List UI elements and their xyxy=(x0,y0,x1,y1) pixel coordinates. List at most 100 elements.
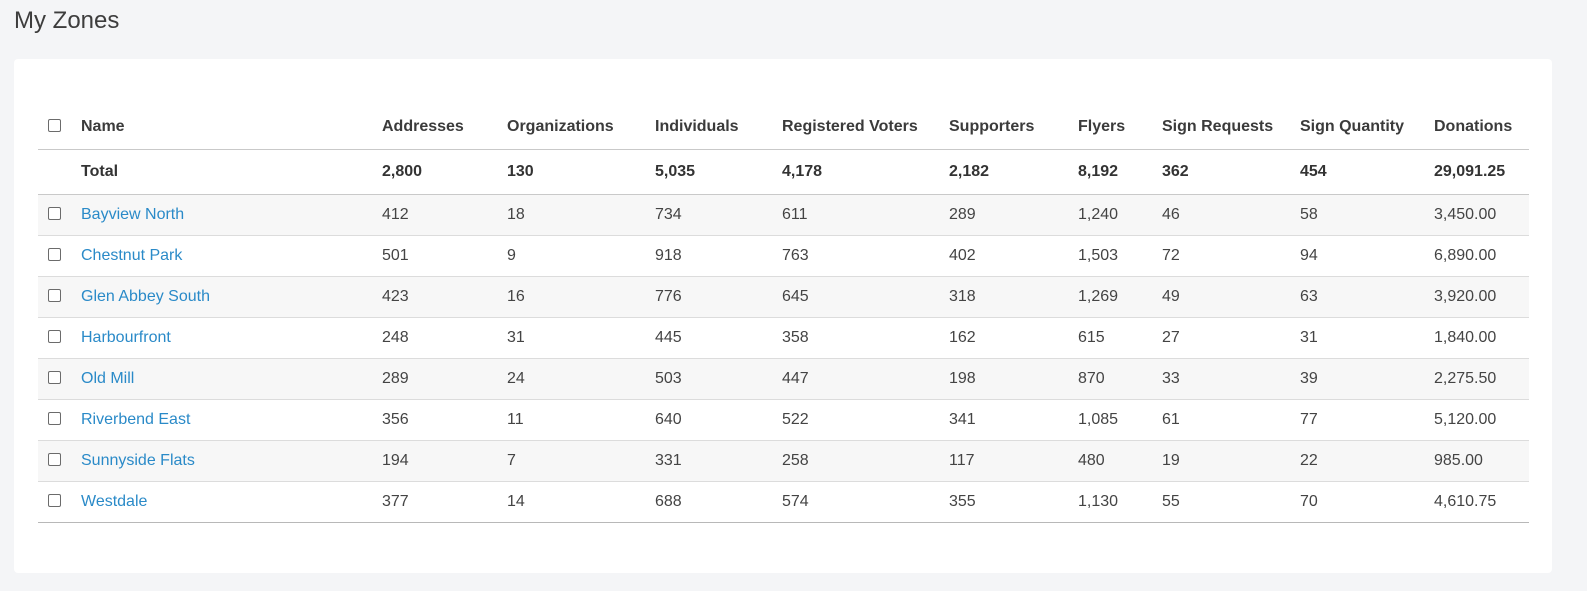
table-header-row: Name Addresses Organizations Individuals… xyxy=(38,105,1529,150)
cell-name: Harbourfront xyxy=(81,317,382,359)
zones-table: Name Addresses Organizations Individuals… xyxy=(38,105,1529,523)
table-row: Glen Abbey South 423 16 776 645 318 1,269 49 63 3… xyxy=(38,276,1529,318)
zone-name-link[interactable]: Harbourfront xyxy=(81,329,171,346)
cell-sign-requests: 33 xyxy=(1162,358,1300,400)
column-header-organizations[interactable]: Organizations xyxy=(507,105,655,150)
cell-sign-requests: 61 xyxy=(1162,399,1300,441)
cell-flyers: 870 xyxy=(1078,358,1162,400)
zone-name-link[interactable]: Riverbend East xyxy=(81,411,191,428)
zone-name-link[interactable]: Chestnut Park xyxy=(81,247,183,264)
row-checkbox[interactable] xyxy=(48,453,61,467)
cell-individuals: 640 xyxy=(655,399,782,441)
row-checkbox-cell xyxy=(38,399,81,441)
zone-name-link[interactable]: Westdale xyxy=(81,493,148,510)
cell-name: Chestnut Park xyxy=(81,235,382,277)
row-checkbox-cell xyxy=(38,235,81,277)
total-donations: 29,091.25 xyxy=(1434,149,1529,195)
total-row-spacer xyxy=(38,149,81,195)
cell-supporters: 198 xyxy=(949,358,1078,400)
cell-supporters: 117 xyxy=(949,440,1078,482)
column-header-name[interactable]: Name xyxy=(81,105,382,150)
cell-individuals: 918 xyxy=(655,235,782,277)
table-row: Riverbend East 356 11 640 522 341 1,085 61 77 5,1… xyxy=(38,399,1529,441)
cell-sign-quantity: 63 xyxy=(1300,276,1434,318)
cell-registered-voters: 574 xyxy=(782,481,949,523)
column-header-sign-requests[interactable]: Sign Requests xyxy=(1162,105,1300,150)
select-all-checkbox[interactable] xyxy=(48,119,61,133)
zone-name-link[interactable]: Old Mill xyxy=(81,370,135,387)
cell-registered-voters: 447 xyxy=(782,358,949,400)
total-flyers: 8,192 xyxy=(1078,149,1162,195)
total-supporters: 2,182 xyxy=(949,149,1078,195)
row-checkbox[interactable] xyxy=(48,412,61,426)
cell-name: Riverbend East xyxy=(81,399,382,441)
cell-donations: 3,450.00 xyxy=(1434,194,1529,236)
cell-organizations: 14 xyxy=(507,481,655,523)
total-sign-requests: 362 xyxy=(1162,149,1300,195)
cell-individuals: 688 xyxy=(655,481,782,523)
row-checkbox[interactable] xyxy=(48,330,61,344)
row-checkbox[interactable] xyxy=(48,289,61,303)
total-registered-voters: 4,178 xyxy=(782,149,949,195)
cell-donations: 3,920.00 xyxy=(1434,276,1529,318)
zone-name-link[interactable]: Bayview North xyxy=(81,206,185,223)
cell-organizations: 11 xyxy=(507,399,655,441)
cell-organizations: 24 xyxy=(507,358,655,400)
column-header-donations[interactable]: Donations xyxy=(1434,105,1529,150)
table-row: Bayview North 412 18 734 611 289 1,240 46 58 3,45… xyxy=(38,194,1529,236)
column-header-sign-quantity[interactable]: Sign Quantity xyxy=(1300,105,1434,150)
cell-registered-voters: 611 xyxy=(782,194,949,236)
cell-donations: 5,120.00 xyxy=(1434,399,1529,441)
cell-supporters: 341 xyxy=(949,399,1078,441)
cell-individuals: 776 xyxy=(655,276,782,318)
cell-organizations: 9 xyxy=(507,235,655,277)
column-header-flyers[interactable]: Flyers xyxy=(1078,105,1162,150)
row-checkbox-cell xyxy=(38,194,81,236)
cell-flyers: 615 xyxy=(1078,317,1162,359)
cell-sign-quantity: 70 xyxy=(1300,481,1434,523)
cell-registered-voters: 645 xyxy=(782,276,949,318)
table-row: Old Mill 289 24 503 447 198 870 33 39 2,275.50 xyxy=(38,358,1529,400)
column-header-addresses[interactable]: Addresses xyxy=(382,105,507,150)
zone-name-link[interactable]: Sunnyside Flats xyxy=(81,452,195,469)
cell-flyers: 1,130 xyxy=(1078,481,1162,523)
cell-registered-voters: 258 xyxy=(782,440,949,482)
total-sign-quantity: 454 xyxy=(1300,149,1434,195)
cell-organizations: 7 xyxy=(507,440,655,482)
column-header-registered-voters[interactable]: Registered Voters xyxy=(782,105,949,150)
cell-sign-requests: 55 xyxy=(1162,481,1300,523)
cell-addresses: 377 xyxy=(382,481,507,523)
row-checkbox-cell xyxy=(38,276,81,318)
cell-individuals: 503 xyxy=(655,358,782,400)
cell-supporters: 355 xyxy=(949,481,1078,523)
column-header-supporters[interactable]: Supporters xyxy=(949,105,1078,150)
total-row: Total 2,800 130 5,035 4,178 2,182 8,192 … xyxy=(38,149,1529,195)
table-row: Harbourfront 248 31 445 358 162 615 27 31 1,840.0… xyxy=(38,317,1529,359)
row-checkbox[interactable] xyxy=(48,371,61,385)
row-checkbox-cell xyxy=(38,481,81,523)
zone-name-link[interactable]: Glen Abbey South xyxy=(81,288,210,305)
column-header-individuals[interactable]: Individuals xyxy=(655,105,782,150)
cell-sign-requests: 46 xyxy=(1162,194,1300,236)
cell-sign-quantity: 39 xyxy=(1300,358,1434,400)
row-checkbox[interactable] xyxy=(48,494,61,508)
table-row: Westdale 377 14 688 574 355 1,130 55 70 4,610.75 xyxy=(38,481,1529,523)
cell-addresses: 194 xyxy=(382,440,507,482)
cell-flyers: 1,240 xyxy=(1078,194,1162,236)
cell-addresses: 289 xyxy=(382,358,507,400)
cell-donations: 4,610.75 xyxy=(1434,481,1529,523)
page-title: My Zones xyxy=(14,7,120,34)
cell-sign-quantity: 77 xyxy=(1300,399,1434,441)
row-checkbox[interactable] xyxy=(48,207,61,221)
row-checkbox[interactable] xyxy=(48,248,61,262)
cell-sign-requests: 19 xyxy=(1162,440,1300,482)
cell-sign-quantity: 58 xyxy=(1300,194,1434,236)
cell-supporters: 402 xyxy=(949,235,1078,277)
cell-sign-quantity: 22 xyxy=(1300,440,1434,482)
cell-donations: 985.00 xyxy=(1434,440,1529,482)
cell-donations: 1,840.00 xyxy=(1434,317,1529,359)
cell-registered-voters: 522 xyxy=(782,399,949,441)
cell-sign-requests: 27 xyxy=(1162,317,1300,359)
cell-organizations: 18 xyxy=(507,194,655,236)
cell-addresses: 248 xyxy=(382,317,507,359)
